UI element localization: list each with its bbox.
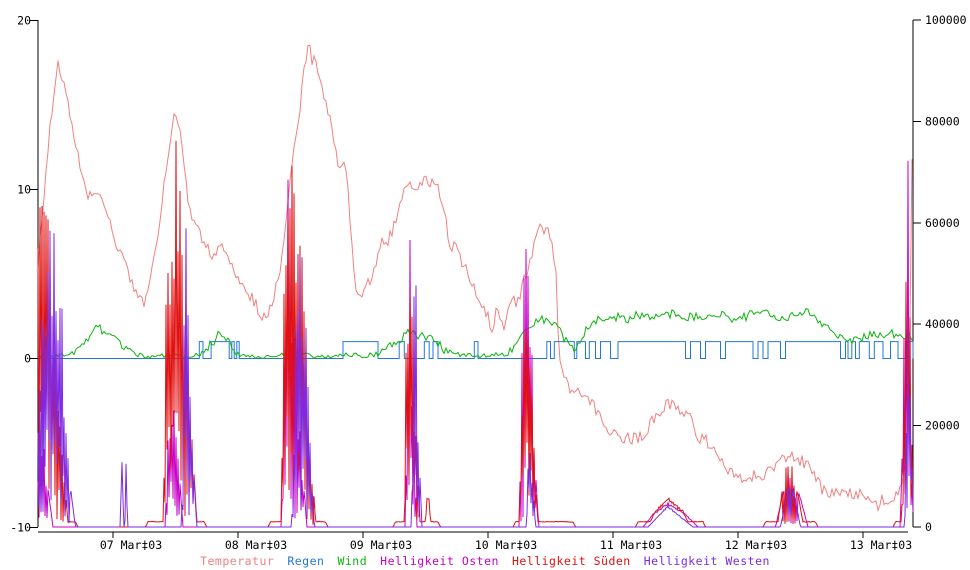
y-left-tick-label: 20 [17,14,31,28]
series-temperatur [37,44,913,512]
legend-item-helligkeit-s-den: Helligkeit Süden [511,554,631,568]
legend-item-helligkeit-westen: Helligkeit Westen [643,554,770,568]
legend-item-wind: Wind [337,554,368,568]
y-left-tick-label: 10 [17,183,31,197]
y-right-tick-label: 20000 [925,419,960,433]
x-tick-label: 08 Mar‡03 [225,538,287,552]
series-helligkeit-westen [37,228,914,528]
x-tick-label: 07 Mar‡03 [100,538,162,552]
legend-item-temperatur: Temperatur [200,554,275,568]
legend-item-helligkeit-osten: Helligkeit Osten [380,554,499,568]
y-right-tick-label: 60000 [925,216,960,230]
y-right-tick-label: 100000 [925,13,967,27]
y-right-tick-label: 0 [925,520,932,534]
x-tick-label: 11 Mar‡03 [600,538,662,552]
y-right-tick-label: 40000 [925,317,960,331]
y-right-tick-label: 80000 [925,114,960,128]
chart-legend: Temperatur Regen Wind Helligkeit Osten Helli… [0,554,970,568]
y-left-tick-label: -10 [10,521,31,535]
x-tick-label: 09 Mar‡03 [350,538,412,552]
x-tick-label: 13 Mar‡03 [850,538,912,552]
x-tick-label: 10 Mar‡03 [475,538,537,552]
legend-item-regen: Regen [287,554,325,568]
x-tick-label: 12 Mar‡03 [725,538,787,552]
series-regen [38,341,914,359]
y-left-tick-label: 0 [24,352,31,366]
